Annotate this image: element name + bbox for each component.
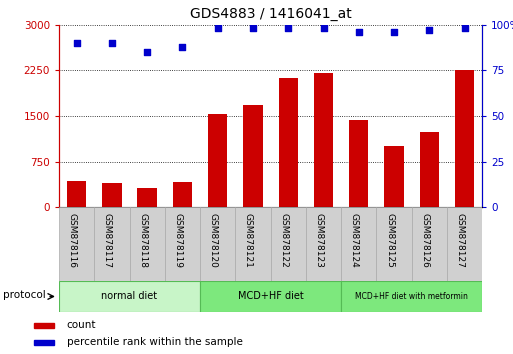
Point xyxy=(320,25,328,31)
Text: GSM878123: GSM878123 xyxy=(314,213,324,268)
FancyBboxPatch shape xyxy=(306,207,341,281)
FancyBboxPatch shape xyxy=(129,207,165,281)
FancyBboxPatch shape xyxy=(235,207,270,281)
FancyBboxPatch shape xyxy=(94,207,129,281)
FancyBboxPatch shape xyxy=(200,207,235,281)
Text: GSM878121: GSM878121 xyxy=(244,213,253,268)
Text: GSM878120: GSM878120 xyxy=(209,213,218,268)
Text: GSM878126: GSM878126 xyxy=(420,213,429,268)
Text: GSM878122: GSM878122 xyxy=(279,213,288,268)
Point xyxy=(179,44,187,50)
Text: GSM878118: GSM878118 xyxy=(138,213,147,268)
FancyBboxPatch shape xyxy=(200,281,341,312)
Text: protocol: protocol xyxy=(3,290,46,300)
FancyBboxPatch shape xyxy=(165,207,200,281)
Text: MCD+HF diet with metformin: MCD+HF diet with metformin xyxy=(355,292,468,301)
FancyBboxPatch shape xyxy=(377,207,411,281)
Text: GSM878116: GSM878116 xyxy=(68,213,76,268)
Bar xyxy=(34,322,54,328)
Text: GSM878117: GSM878117 xyxy=(103,213,112,268)
Bar xyxy=(314,73,333,207)
Bar xyxy=(67,181,86,207)
Title: GDS4883 / 1416041_at: GDS4883 / 1416041_at xyxy=(190,7,351,21)
Text: GSM878119: GSM878119 xyxy=(173,213,183,268)
Point xyxy=(390,29,398,35)
Bar xyxy=(420,132,439,207)
Point xyxy=(108,40,116,46)
FancyBboxPatch shape xyxy=(411,207,447,281)
Bar xyxy=(208,114,227,207)
Text: count: count xyxy=(67,320,96,330)
FancyBboxPatch shape xyxy=(447,207,482,281)
Bar xyxy=(349,120,368,207)
Bar xyxy=(173,182,192,207)
Bar xyxy=(137,188,157,207)
Point xyxy=(284,25,292,31)
Bar xyxy=(102,183,122,207)
Text: GSM878127: GSM878127 xyxy=(456,213,465,268)
Point xyxy=(143,49,151,55)
Point xyxy=(72,40,81,46)
FancyBboxPatch shape xyxy=(270,207,306,281)
FancyBboxPatch shape xyxy=(59,281,200,312)
Bar xyxy=(455,70,475,207)
Bar xyxy=(243,105,263,207)
FancyBboxPatch shape xyxy=(341,207,377,281)
Text: MCD+HF diet: MCD+HF diet xyxy=(238,291,304,302)
Point xyxy=(425,27,433,33)
Bar xyxy=(34,339,54,345)
Point xyxy=(354,29,363,35)
FancyBboxPatch shape xyxy=(341,281,482,312)
FancyBboxPatch shape xyxy=(59,207,94,281)
Text: percentile rank within the sample: percentile rank within the sample xyxy=(67,337,243,347)
Text: GSM878125: GSM878125 xyxy=(385,213,394,268)
Bar xyxy=(279,78,298,207)
Bar xyxy=(384,146,404,207)
Point xyxy=(461,25,469,31)
Point xyxy=(249,25,257,31)
Point xyxy=(213,25,222,31)
Text: GSM878124: GSM878124 xyxy=(350,213,359,268)
Text: normal diet: normal diet xyxy=(102,291,157,302)
